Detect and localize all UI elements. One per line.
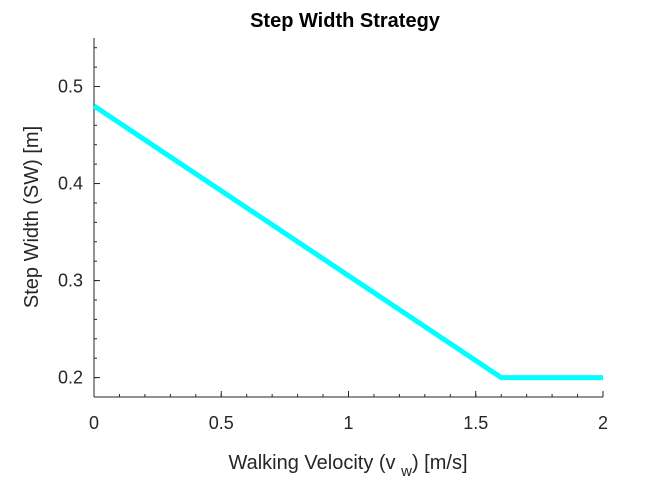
x-axis-label-tail: ) [m/s] (412, 452, 468, 474)
y-tick-label: 0.2 (58, 368, 83, 388)
x-axis-label-subscript: w (400, 463, 412, 480)
x-tick-labels: 0 0.5 1 1.5 2 (89, 413, 608, 433)
x-ticks (93, 391, 604, 397)
x-tick-label: 1.5 (463, 413, 488, 433)
y-tick-label: 0.5 (58, 77, 83, 97)
y-ticks (94, 47, 100, 398)
chart-title: Step Width Strategy (250, 10, 441, 32)
x-tick-label: 0.5 (209, 413, 234, 433)
axes (93, 38, 603, 398)
y-tick-label: 0.3 (58, 271, 83, 291)
series-line (92, 103, 603, 381)
y-tick-label: 0.4 (58, 174, 83, 194)
y-tick-labels: 0.2 0.3 0.4 0.5 (58, 77, 83, 388)
x-tick-label: 1 (343, 413, 353, 433)
x-axis-label-main: Walking Velocity (v (228, 452, 401, 474)
x-axis-label: Walking Velocity (v w) [m/s] (228, 452, 467, 480)
x-tick-label: 2 (598, 413, 608, 433)
y-axis-label: Step Width (SW) [m] (21, 126, 43, 308)
x-tick-label: 0 (89, 413, 99, 433)
series-layer (92, 103, 603, 381)
